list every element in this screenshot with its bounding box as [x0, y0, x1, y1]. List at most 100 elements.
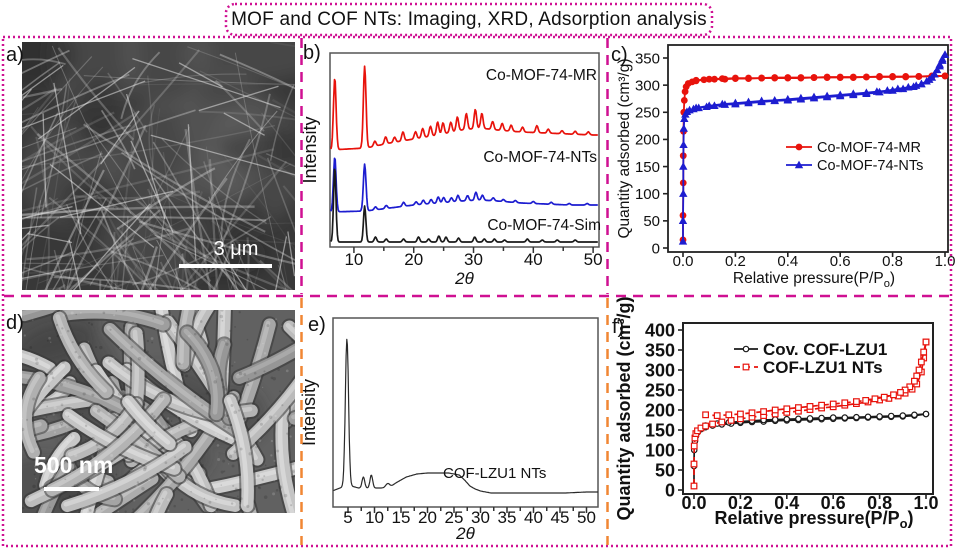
- chart-c-y-axis-label: Quantity adsorbed (cm³/g): [616, 58, 633, 238]
- svg-text:0.6: 0.6: [830, 253, 851, 270]
- svg-text:200: 200: [645, 400, 675, 420]
- xrd-trace-Co-MOF-74-NTs: [330, 157, 598, 213]
- COF-LZU1 NTs-desorption-line: [705, 341, 927, 417]
- COF-LZU1 NTs-adsorption-markers: [690, 338, 930, 490]
- scale-bar-label-d: 500 nm: [34, 452, 114, 478]
- chart-c-x-axis-label: Relative pressure(P/Po): [733, 270, 895, 290]
- legend-label-1: Co-MOF-74-NTs: [817, 158, 923, 174]
- svg-text:350: 350: [635, 50, 660, 67]
- svg-text:100: 100: [645, 440, 675, 460]
- Co-MOF-74-NTs-desorption-markers: [691, 50, 950, 112]
- xrd-trace-Co-MOF-74-MR: [330, 65, 598, 151]
- svg-text:50: 50: [643, 213, 660, 230]
- chart-f-plot-box: [682, 322, 934, 495]
- panel-label-b: b): [303, 42, 321, 64]
- isotherm-series-Co-MOF-74-MR: [679, 72, 949, 244]
- scale-bar-a: [179, 264, 272, 268]
- chart-b-y-axis-label: Intensity: [300, 116, 320, 183]
- Co-MOF-74-MR-desorption-line: [696, 75, 945, 82]
- svg-text:250: 250: [635, 105, 660, 122]
- svg-text:0.4: 0.4: [774, 493, 799, 513]
- panel-label-a: a): [6, 44, 24, 66]
- Co-MOF-74-MR-desorption-markers: [692, 72, 949, 84]
- chart-c-tick-labels: 0 50 100 150 200 250 300 350 0.0 0.2 0.4 0.6 0.8 1.0: [635, 50, 955, 270]
- chart-b-x-axis-label: 2θ: [454, 269, 474, 288]
- svg-text:350: 350: [645, 340, 675, 360]
- svg-text:30: 30: [471, 508, 490, 527]
- Co-MOF-74-NTs-adsorption-markers: [678, 50, 950, 245]
- svg-text:0: 0: [665, 480, 675, 500]
- chart-f-ticks: [678, 329, 927, 499]
- svg-text:20: 20: [404, 250, 423, 269]
- Co-MOF-74-NTs-desorption-line: [695, 54, 946, 109]
- svg-text:40: 40: [524, 250, 543, 269]
- legend-label-0: Cov. COF-LZU1: [763, 340, 887, 359]
- svg-text:1.0: 1.0: [935, 253, 955, 270]
- panel-label-c: c): [611, 44, 628, 66]
- svg-text:300: 300: [635, 77, 660, 94]
- panel-label-d: d): [6, 312, 24, 334]
- chart-c: 0 50 100 150 200 250 300 350 0.0 0.2 0.4 0.6 0.8 1.0 R…: [616, 44, 955, 290]
- svg-text:50: 50: [655, 460, 675, 480]
- chart-b-x-tick-labels: 10 20 30 40 50: [344, 250, 602, 269]
- svg-text:400: 400: [645, 320, 675, 340]
- Cov. COF-LZU1-desorption-markers: [702, 410, 930, 429]
- svg-text:10: 10: [365, 508, 384, 527]
- xrd-trace-Co-MOF-74-Sim: [330, 168, 598, 243]
- chart-e-x-ticks: [347, 507, 588, 513]
- svg-text:1.0: 1.0: [913, 493, 938, 513]
- svg-text:0.6: 0.6: [821, 493, 846, 513]
- svg-text:300: 300: [645, 360, 675, 380]
- xrd-trace-COF-LZU1 NTs: [333, 338, 598, 494]
- svg-text:150: 150: [645, 420, 675, 440]
- Co-MOF-74-MR-adsorption-line: [682, 75, 946, 240]
- isotherm-series-Cov. COF-LZU1: [690, 410, 930, 490]
- chart-c-plot-box: [667, 44, 949, 253]
- xrd-trace-label-0: COF-LZU1 NTs: [443, 465, 546, 482]
- panel-label-f: f): [612, 316, 625, 338]
- svg-text:0.2: 0.2: [725, 253, 746, 270]
- svg-text:50: 50: [584, 250, 603, 269]
- svg-text:45: 45: [551, 508, 570, 527]
- svg-text:0: 0: [652, 240, 660, 257]
- xrd-trace-label-0: Co-MOF-74-MR: [486, 67, 597, 84]
- svg-text:35: 35: [498, 508, 517, 527]
- Cov. COF-LZU1-adsorption-line: [693, 413, 927, 486]
- chart-c-legend: Co-MOF-74-MR Co-MOF-74-NTs: [786, 140, 923, 174]
- Cov. COF-LZU1-desorption-line: [705, 413, 927, 427]
- Co-MOF-74-MR-adsorption-markers: [679, 72, 949, 244]
- svg-text:0.8: 0.8: [867, 493, 892, 513]
- chart-e-y-axis-label: Intensity: [299, 379, 319, 446]
- COF-LZU1 NTs-desorption-markers: [702, 338, 930, 419]
- svg-text:50: 50: [577, 508, 596, 527]
- isotherm-series-Co-MOF-74-NTs: [678, 50, 950, 245]
- Co-MOF-74-NTs-adsorption-line: [682, 54, 946, 242]
- Cov. COF-LZU1-adsorption-markers: [690, 410, 930, 490]
- COF-LZU1 NTs-adsorption-line: [693, 341, 927, 486]
- chart-e: 5 10 15 20 25 30 35 40 45 50 2θ Intensity COF-LZU1 N…: [299, 317, 599, 543]
- xrd-trace-label-2: Co-MOF-74-Sim: [487, 217, 601, 234]
- svg-text:10: 10: [344, 250, 363, 269]
- svg-text:0.0: 0.0: [681, 493, 706, 513]
- chart-b-plot-box: [329, 52, 600, 248]
- chart-b: 10 20 30 40 50 2θ Intensity Co-MOF-74-MR Co-MOF-…: [300, 52, 603, 288]
- svg-text:100: 100: [635, 186, 660, 203]
- svg-text:0.0: 0.0: [673, 253, 694, 270]
- svg-text:0.4: 0.4: [777, 253, 798, 270]
- sem-image-nanotubes: [22, 310, 295, 513]
- svg-text:150: 150: [635, 159, 660, 176]
- chart-e-x-tick-labels: 5 10 15 20 25 30 35 40 45 50: [343, 508, 596, 527]
- svg-text:25: 25: [445, 508, 464, 527]
- figure-title: MOF and COF NTs: Imaging, XRD, Adsorptio…: [231, 8, 707, 30]
- svg-text:20: 20: [418, 508, 437, 527]
- svg-text:0.8: 0.8: [882, 253, 903, 270]
- scale-bar-label-a: 3 μm: [213, 238, 259, 260]
- svg-text:5: 5: [343, 508, 352, 527]
- chart-e-plot-box: [332, 317, 599, 508]
- svg-text:15: 15: [392, 508, 411, 527]
- svg-text:250: 250: [645, 380, 675, 400]
- chart-f-x-axis-label: Relative pressure(P/Po): [714, 508, 913, 531]
- legend-label-0: Co-MOF-74-MR: [817, 140, 921, 156]
